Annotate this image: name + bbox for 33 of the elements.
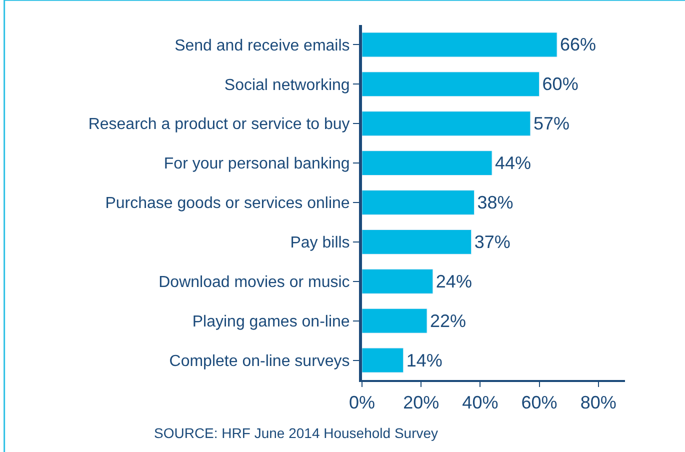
y-tick-label: Social networking [224, 76, 350, 94]
y-tick-label: Pay bills [290, 234, 350, 252]
data-label: 38% [477, 192, 514, 212]
data-label: 22% [430, 310, 466, 331]
source-note: SOURCE: HRF June 2014 Household Survey [154, 425, 438, 441]
bar [362, 150, 492, 176]
y-tick-label: Send and receive emails [174, 37, 350, 54]
y-tick-label: For your personal banking [164, 156, 350, 173]
x-tick-label: 80% [580, 392, 616, 413]
bar [362, 308, 428, 334]
x-tick-label: 60% [521, 392, 558, 413]
y-tick-label: Research a product or service to buy [88, 116, 350, 134]
x-tick-label: 0% [348, 392, 376, 413]
x-tick-label: 40% [462, 392, 498, 413]
data-label: 66% [560, 34, 596, 55]
x-tick-label: 20% [403, 392, 440, 413]
bar [362, 348, 404, 373]
data-label: 14% [406, 350, 442, 370]
y-tick-label: Playing games on-line [192, 313, 350, 330]
data-label: 44% [495, 153, 532, 174]
bar [362, 32, 558, 58]
bar [362, 72, 540, 97]
y-tick-label: Purchase goods or services online [105, 195, 350, 212]
data-label: 37% [474, 232, 510, 252]
data-label: 24% [436, 271, 472, 292]
y-tick-label: Download movies or music [158, 274, 350, 291]
data-label: 57% [533, 114, 570, 134]
y-tick-label: Complete on-line surveys [169, 352, 350, 370]
data-label: 60% [542, 74, 578, 94]
bar [362, 229, 472, 254]
bar [362, 268, 434, 294]
bar [362, 190, 475, 215]
bar [362, 111, 531, 136]
